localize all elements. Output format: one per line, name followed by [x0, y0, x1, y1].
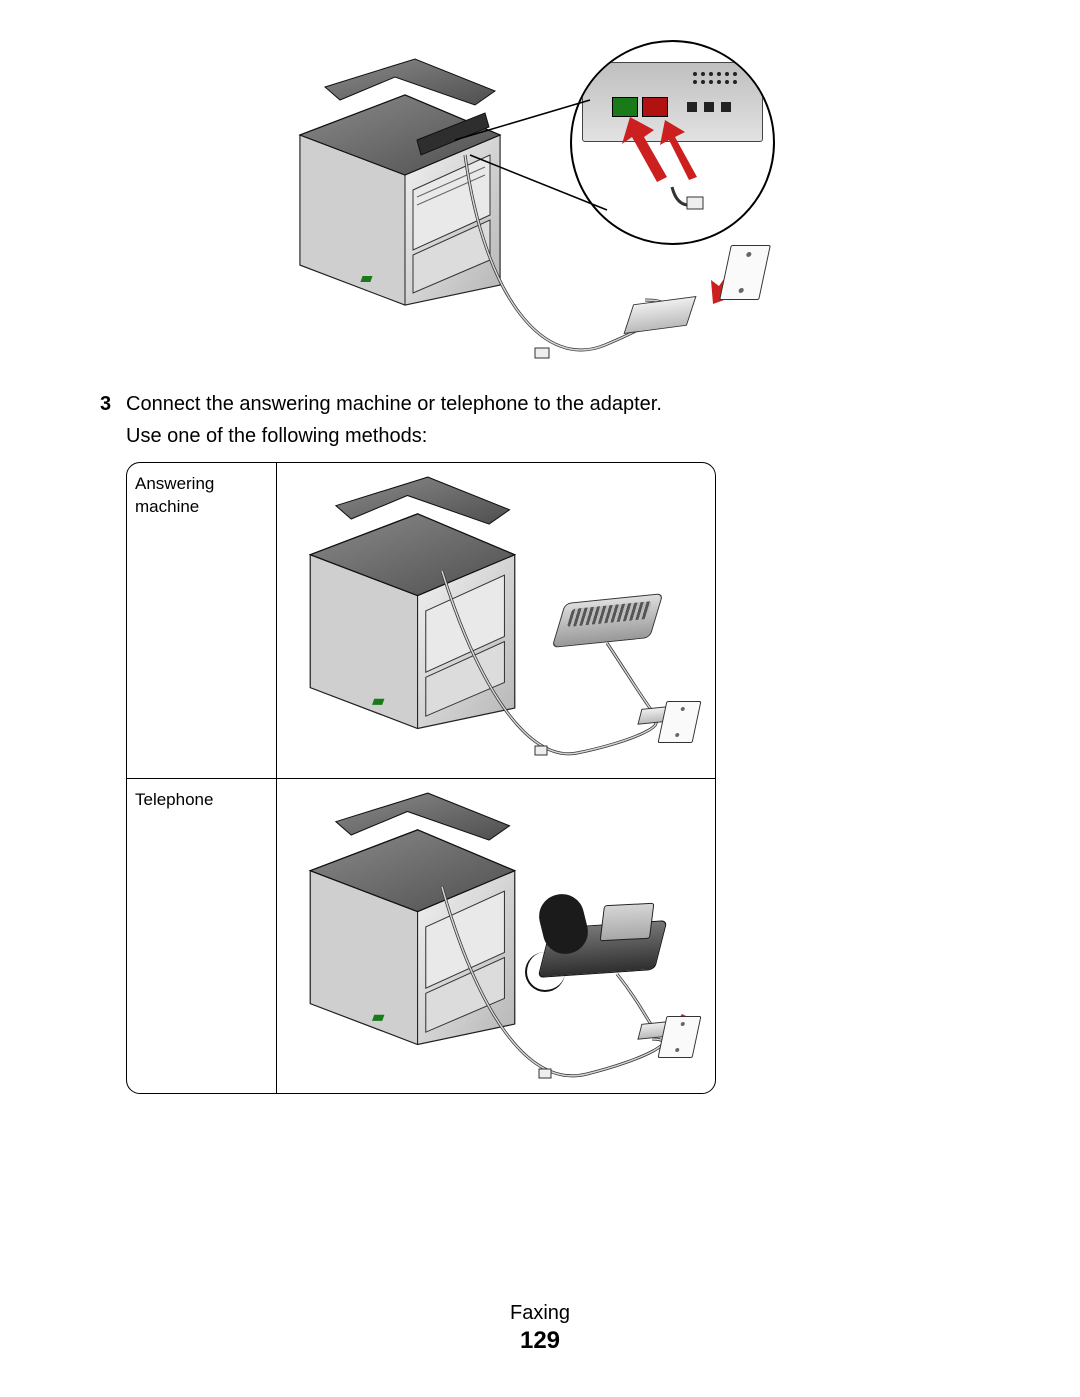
step-3: 3 Connect the answering machine or telep… — [100, 390, 980, 419]
table-row: Answering machine — [127, 463, 715, 778]
table-row: Telephone — [127, 778, 715, 1093]
step-subtext: Use one of the following methods: — [126, 425, 980, 448]
printer-svg — [285, 55, 515, 305]
footer-section-title: Faxing — [0, 1302, 1080, 1325]
hero-connection-figure — [285, 40, 795, 370]
method-label-answering-machine: Answering machine — [127, 463, 277, 778]
method-figure-answering-machine — [277, 463, 715, 778]
method-figure-telephone — [277, 779, 715, 1093]
port-callout-circle — [570, 40, 775, 245]
footer-page-number: 129 — [0, 1327, 1080, 1355]
tel-cables — [277, 779, 715, 1094]
callout-arrows — [572, 42, 775, 245]
printer-illustration — [285, 55, 515, 305]
step-text: Connect the answering machine or telepho… — [126, 390, 662, 419]
method-label-telephone: Telephone — [127, 779, 277, 1093]
connection-methods-table: Answering machine — [126, 462, 716, 1094]
phone-adapter-icon — [624, 296, 697, 334]
am-cables — [277, 463, 715, 778]
wall-jack-icon — [719, 245, 771, 300]
page-footer: Faxing 129 — [0, 1302, 1080, 1355]
step-number: 3 — [100, 390, 126, 419]
